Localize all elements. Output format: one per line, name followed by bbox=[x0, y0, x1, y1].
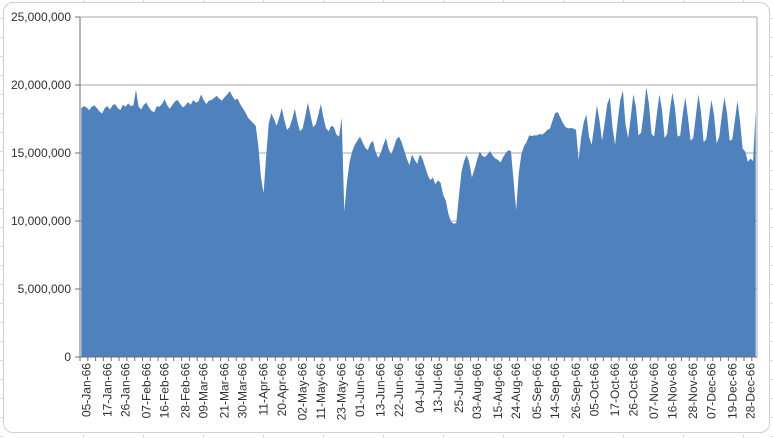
x-axis-label: 05-Jan-66 bbox=[80, 363, 94, 417]
x-axis-label: 28-Dec-66 bbox=[743, 363, 757, 419]
x-axis-label: 19-Dec-66 bbox=[725, 363, 739, 419]
x-axis-label: 26-Sep-66 bbox=[569, 363, 583, 419]
x-axis-label: 11-May-66 bbox=[314, 363, 328, 420]
x-axis-label: 07-Nov-66 bbox=[647, 363, 661, 419]
y-axis-label: 10,000,000 bbox=[11, 214, 71, 228]
x-axis-label: 22-Jun-66 bbox=[392, 363, 406, 417]
x-axis-label: 25-Jul-66 bbox=[452, 363, 466, 413]
x-axis-label: 28-Feb-66 bbox=[178, 363, 192, 419]
y-axis-label: 20,000,000 bbox=[11, 78, 71, 92]
x-axis-label: 03-Aug-66 bbox=[470, 363, 484, 419]
x-axis-label: 17-Jan-66 bbox=[100, 363, 114, 417]
x-axis-label: 01-Jun-66 bbox=[353, 363, 367, 417]
x-axis-label: 23-May-66 bbox=[335, 363, 349, 421]
x-axis-label: 26-Oct-66 bbox=[626, 363, 640, 417]
x-axis-label: 28-Nov-66 bbox=[686, 363, 700, 419]
x-axis-label: 04-Jul-66 bbox=[413, 363, 427, 413]
y-axis-label: 15,000,000 bbox=[11, 146, 71, 160]
x-axis-label: 09-Mar-66 bbox=[197, 363, 211, 419]
x-axis-label: 15-Aug-66 bbox=[491, 363, 505, 419]
y-axis-label: 0 bbox=[64, 350, 71, 364]
x-axis-label: 13-Jul-66 bbox=[431, 363, 445, 413]
x-axis-label: 24-Aug-66 bbox=[509, 363, 523, 419]
x-axis-label: 02-May-66 bbox=[296, 363, 310, 421]
x-axis-label: 26-Jan-66 bbox=[119, 363, 133, 417]
x-axis-label: 07-Dec-66 bbox=[704, 363, 718, 419]
x-axis-label: 11-Apr-66 bbox=[257, 363, 271, 416]
x-axis-label: 05-Sep-66 bbox=[530, 363, 544, 419]
x-axis-label: 05-Oct-66 bbox=[587, 363, 601, 417]
x-axis-label: 30-Mar-66 bbox=[236, 363, 250, 419]
x-axis-label: 14-Sep-66 bbox=[548, 363, 562, 419]
x-axis-label: 16-Nov-66 bbox=[665, 363, 679, 419]
x-axis-label: 21-Mar-66 bbox=[218, 363, 232, 419]
area-series bbox=[81, 87, 756, 357]
x-axis-label: 13-Jun-66 bbox=[374, 363, 388, 417]
x-axis-label: 07-Feb-66 bbox=[139, 363, 153, 419]
x-axis-label: 17-Oct-66 bbox=[608, 363, 622, 417]
x-axis-label: 16-Feb-66 bbox=[158, 363, 172, 419]
y-axis-label: 5,000,000 bbox=[18, 282, 72, 296]
x-axis-label: 20-Apr-66 bbox=[275, 363, 289, 417]
y-axis-label: 25,000,000 bbox=[11, 10, 71, 24]
